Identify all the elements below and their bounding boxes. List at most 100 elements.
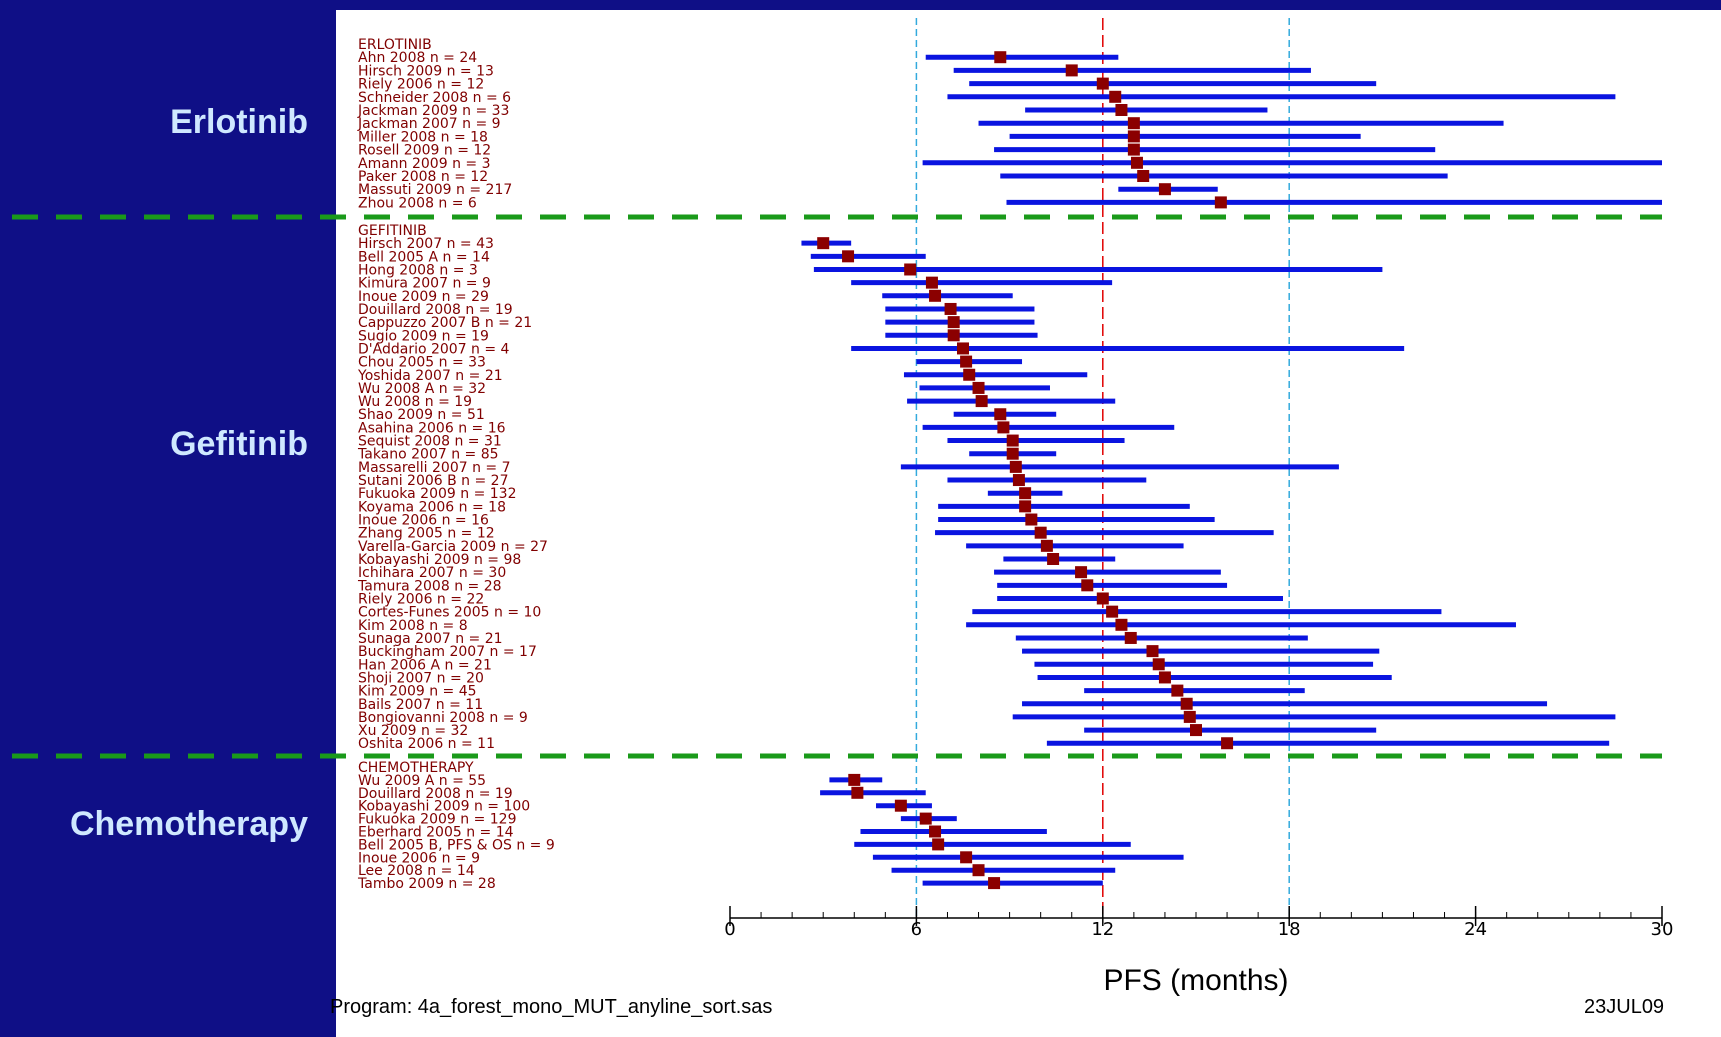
study-label: Chou 2005 n = 33 bbox=[358, 355, 486, 371]
group-title-panel: Erlotinib Gefitinib Chemotherapy bbox=[0, 0, 336, 1037]
pfs-point bbox=[932, 838, 945, 851]
study-label: Shoji 2007 n = 20 bbox=[358, 670, 484, 686]
study-label: Kimura 2007 n = 9 bbox=[358, 276, 491, 292]
study-label: Shao 2009 n = 51 bbox=[358, 407, 485, 423]
study-label: Kobayashi 2009 n = 100 bbox=[358, 799, 530, 815]
study-label: Bongiovanni 2008 n = 9 bbox=[358, 710, 528, 726]
pfs-point bbox=[1127, 130, 1140, 143]
pfs-point bbox=[1019, 487, 1032, 500]
study-label: Riely 2006 n = 22 bbox=[358, 591, 484, 607]
pfs-point bbox=[1096, 77, 1109, 90]
pfs-point bbox=[817, 237, 830, 250]
group-title-chemotherapy: Chemotherapy bbox=[69, 805, 308, 843]
study-label: Xu 2009 n = 32 bbox=[358, 723, 468, 739]
group-header-label: ERLOTINIB bbox=[358, 37, 432, 53]
pfs-point bbox=[1081, 579, 1094, 592]
x-axis-title: PFS (months) bbox=[1103, 964, 1288, 997]
pfs-point bbox=[894, 799, 907, 812]
study-label: Buckingham 2007 n = 17 bbox=[358, 644, 537, 660]
pfs-point bbox=[972, 381, 985, 394]
pfs-point bbox=[1158, 671, 1171, 684]
pfs-point bbox=[1171, 684, 1184, 697]
program-filename: Program: 4a_forest_mono_MUT_anyline_sort… bbox=[330, 996, 773, 1018]
pfs-point bbox=[947, 316, 960, 329]
study-label: Wu 2008 A n = 32 bbox=[358, 381, 486, 397]
pfs-point bbox=[1096, 592, 1109, 605]
pfs-point bbox=[1009, 460, 1022, 473]
study-label: Bell 2005 B, PFS & OS n = 9 bbox=[358, 837, 555, 853]
pfs-point bbox=[904, 263, 917, 276]
pfs-point bbox=[1025, 513, 1038, 526]
group-title-gefitinib: Gefitinib bbox=[170, 425, 308, 463]
study-label: Oshita 2006 n = 11 bbox=[358, 736, 495, 752]
pfs-point bbox=[1006, 447, 1019, 460]
study-label: Sutani 2006 B n = 27 bbox=[358, 473, 509, 489]
pfs-point bbox=[851, 786, 864, 799]
study-label: Hirsch 2007 n = 43 bbox=[358, 236, 494, 252]
study-label: Zhou 2008 n = 6 bbox=[358, 195, 477, 211]
pfs-point bbox=[1190, 724, 1202, 737]
study-label: Tambo 2009 n = 28 bbox=[357, 876, 496, 892]
pfs-point bbox=[1115, 104, 1128, 116]
study-label: Ichihara 2007 n = 30 bbox=[358, 565, 506, 581]
pfs-point bbox=[960, 851, 973, 864]
pfs-point bbox=[957, 342, 969, 355]
study-label: Amann 2009 n = 3 bbox=[358, 156, 490, 172]
pfs-point bbox=[929, 289, 942, 302]
pfs-point bbox=[944, 302, 957, 315]
study-label: Sunaga 2007 n = 21 bbox=[358, 631, 503, 647]
run-date: 23JUL09 bbox=[1584, 996, 1665, 1018]
pfs-point bbox=[1183, 710, 1196, 723]
study-label: Kim 2009 n = 45 bbox=[358, 684, 477, 700]
study-label: Jackman 2007 n = 9 bbox=[357, 116, 501, 132]
study-label: Paker 2008 n = 12 bbox=[358, 169, 488, 185]
study-label: D'Addario 2007 n = 4 bbox=[358, 341, 510, 357]
pfs-point bbox=[1137, 170, 1150, 182]
study-label: Asahina 2006 n = 16 bbox=[358, 420, 506, 436]
study-label: Fukuoka 2009 n = 132 bbox=[358, 486, 516, 502]
pfs-point bbox=[994, 51, 1007, 64]
pfs-point bbox=[1106, 605, 1119, 618]
pfs-point bbox=[1214, 196, 1227, 209]
study-label: Zhang 2005 n = 12 bbox=[358, 526, 495, 542]
study-label: Inoue 2006 n = 16 bbox=[358, 513, 489, 529]
pfs-point bbox=[1019, 500, 1032, 513]
pfs-point bbox=[1124, 631, 1137, 644]
study-label: Han 2006 A n = 21 bbox=[358, 657, 492, 673]
pfs-point bbox=[1127, 143, 1140, 156]
pfs-point bbox=[975, 395, 988, 408]
pfs-point bbox=[848, 773, 861, 786]
study-label: Eberhard 2005 n = 14 bbox=[358, 825, 514, 841]
study-label: Tamura 2008 n = 28 bbox=[357, 578, 502, 594]
x-tick-label: 24 bbox=[1464, 919, 1487, 940]
study-label: Cortes-Funes 2005 n = 10 bbox=[358, 605, 541, 621]
pfs-point bbox=[1130, 156, 1143, 169]
study-label: Douillard 2008 n = 19 bbox=[358, 786, 513, 802]
x-tick-label: 30 bbox=[1651, 919, 1674, 940]
pfs-point bbox=[1158, 183, 1171, 196]
pfs-point bbox=[1006, 434, 1019, 447]
x-tick-label: 6 bbox=[911, 919, 922, 940]
pfs-point bbox=[1047, 553, 1060, 565]
study-label: Rosell 2009 n = 12 bbox=[358, 143, 491, 159]
pfs-point bbox=[960, 355, 973, 368]
study-label: Sequist 2008 n = 31 bbox=[358, 434, 502, 450]
pfs-point bbox=[919, 812, 932, 825]
study-label: Inoue 2009 n = 29 bbox=[358, 289, 489, 305]
pfs-point bbox=[1127, 117, 1140, 130]
study-label: Kobayashi 2009 n = 98 bbox=[358, 552, 521, 568]
x-tick-label: 0 bbox=[724, 919, 735, 940]
group-title-erlotinib: Erlotinib bbox=[170, 103, 308, 141]
pfs-point bbox=[1109, 90, 1122, 103]
study-label: Ahn 2008 n = 24 bbox=[358, 50, 477, 66]
pfs-point bbox=[1012, 474, 1025, 487]
pfs-point bbox=[1152, 658, 1165, 671]
group-header-label: GEFITINIB bbox=[358, 223, 427, 239]
study-label: Riely 2006 n = 12 bbox=[358, 77, 484, 93]
study-label: Schneider 2008 n = 6 bbox=[358, 90, 511, 106]
pfs-point bbox=[842, 250, 855, 263]
study-label: Jackman 2009 n = 33 bbox=[357, 103, 509, 119]
x-tick-label: 18 bbox=[1278, 919, 1301, 940]
pfs-point bbox=[1075, 566, 1088, 579]
